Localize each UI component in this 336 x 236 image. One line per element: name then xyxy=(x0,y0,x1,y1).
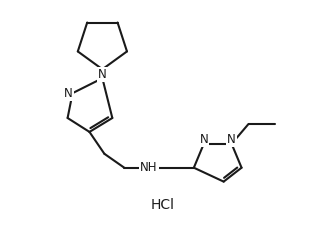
Text: NH: NH xyxy=(140,161,158,174)
Text: N: N xyxy=(98,68,107,81)
Text: N: N xyxy=(227,133,236,146)
Text: N: N xyxy=(64,87,73,100)
Text: HCl: HCl xyxy=(151,198,175,212)
Text: N: N xyxy=(199,133,208,146)
